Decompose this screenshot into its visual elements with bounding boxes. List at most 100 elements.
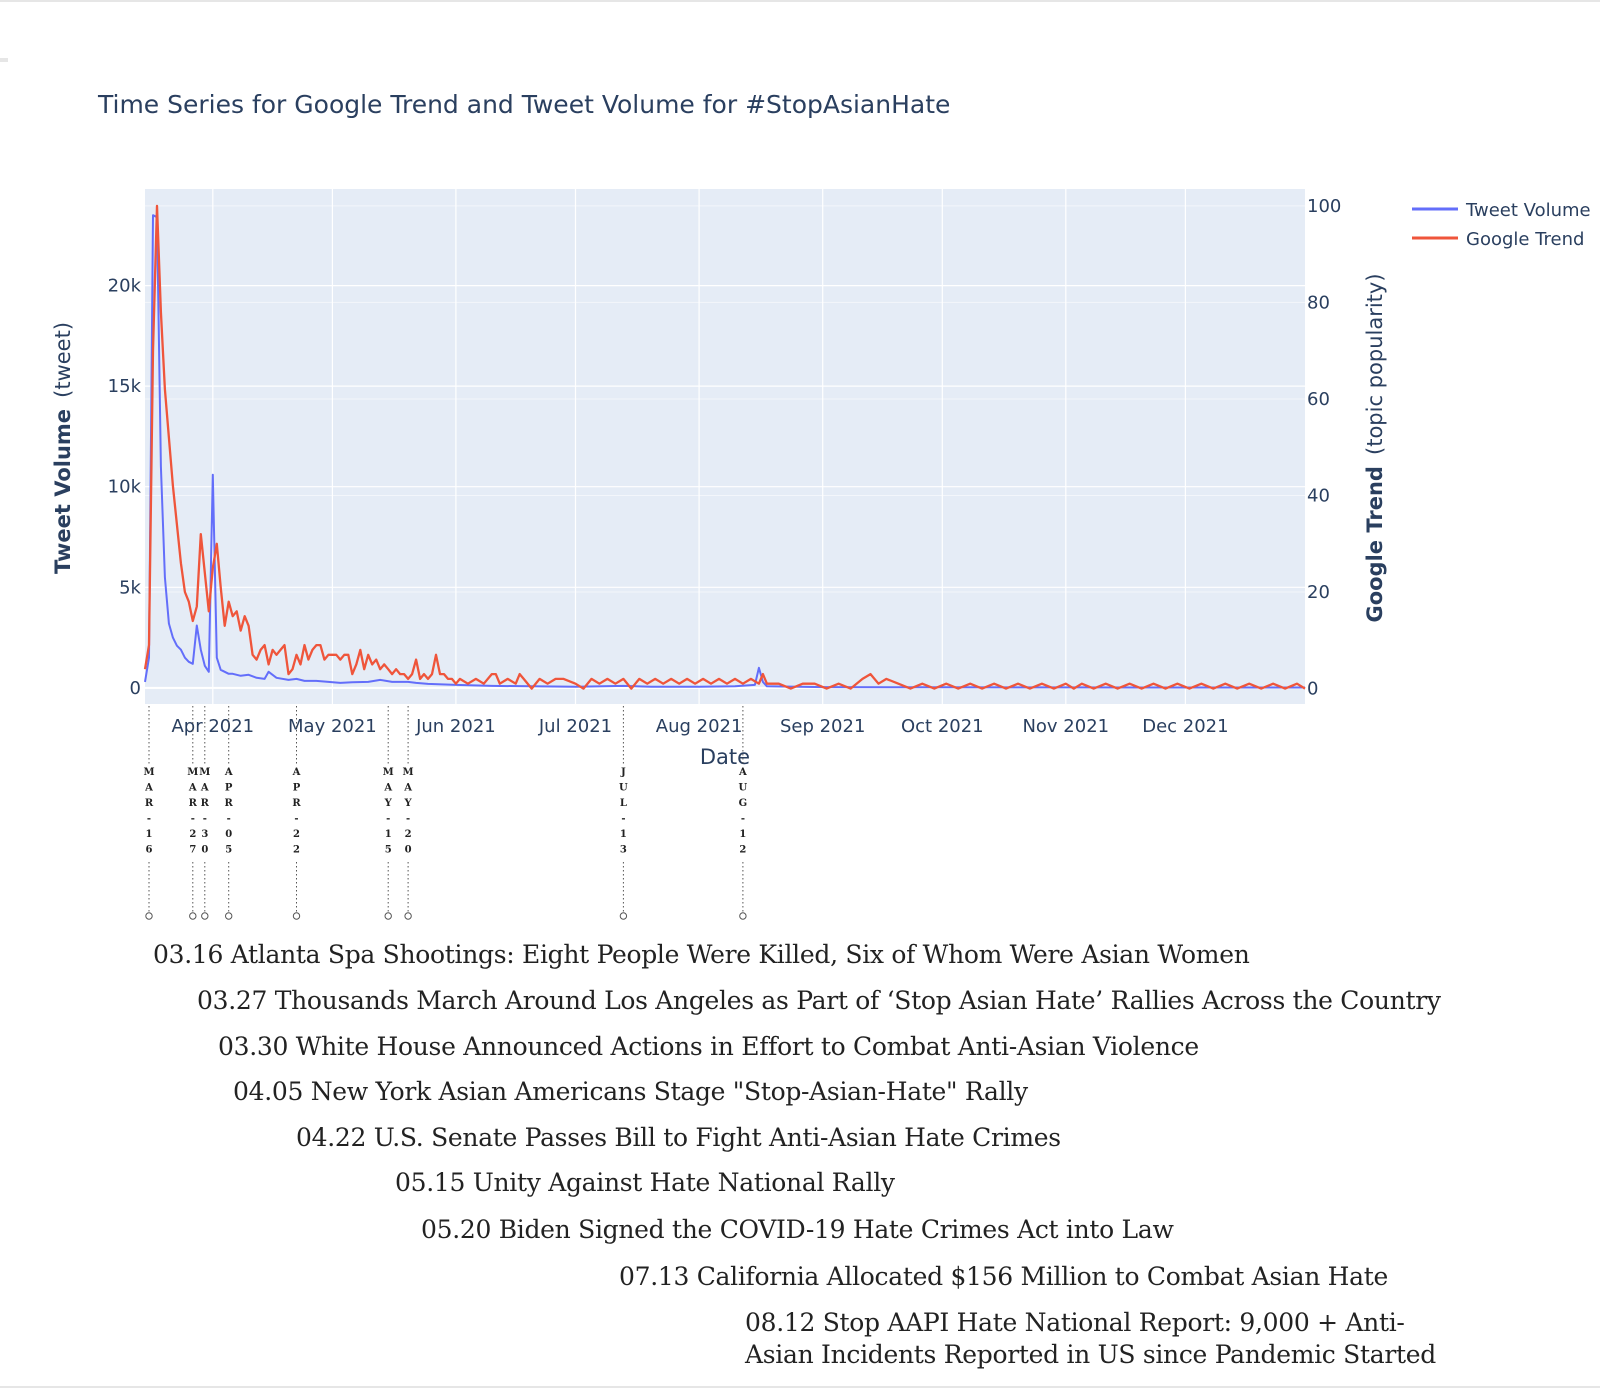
event-marker-letter: J <box>620 767 626 778</box>
event-marker-mar-16: MAR - 1 6 <box>143 706 155 920</box>
event-marker-letter: 0 <box>201 845 208 856</box>
event-marker-letter: - <box>203 814 207 825</box>
x-tick-label: Jun 2021 <box>415 716 496 737</box>
y-right-ticks: 0 20 40 60 80 100 <box>1307 196 1341 700</box>
event-marker-dot <box>201 912 209 920</box>
event-marker-jul-13: JUL - 1 3 <box>617 706 629 920</box>
event-marker-may-20: MAY - 2 0 <box>402 706 414 920</box>
y-right-axis-title: Google Trend (topic popularity) <box>1363 273 1387 622</box>
event-marker-letter: - <box>406 814 410 825</box>
event-marker-letter: - <box>227 814 231 825</box>
grid <box>145 189 1305 704</box>
event-marker-dot <box>189 912 197 920</box>
y-left-tick-label: 20k <box>108 276 142 297</box>
y-right-title-unit: (topic popularity) <box>1363 273 1387 455</box>
series-line-tweet-volume <box>144 214 1305 689</box>
y-right-tick-label: 100 <box>1307 196 1341 217</box>
event-marker-letter: A <box>188 783 197 794</box>
x-tick-label: Apr 2021 <box>171 716 254 737</box>
y-left-tick-label: 10k <box>108 477 142 498</box>
y-right-title-main: Google Trend <box>1363 466 1387 622</box>
event-marker-label-bg <box>143 765 155 860</box>
event-marker-letter: A <box>200 783 209 794</box>
event-marker-letter: 5 <box>385 845 392 856</box>
event-marker-letter: M <box>199 767 210 778</box>
event-marker-apr-05: APR - 0 5 <box>223 706 235 920</box>
y-right-tick-label: 60 <box>1307 389 1330 410</box>
event-marker-letter: 1 <box>146 829 153 840</box>
event-marker-letter: R <box>201 798 210 809</box>
event-marker-letter: 3 <box>620 845 627 856</box>
event-marker-letter: U <box>739 783 748 794</box>
legend-label-tweet-volume: Tweet Volume <box>1465 200 1591 221</box>
event-marker-letter: - <box>294 814 298 825</box>
event-marker-label-bg <box>223 765 235 860</box>
event-marker-dot <box>225 912 233 920</box>
event-marker-letter: M <box>403 767 414 778</box>
event-marker-letter: 5 <box>225 845 232 856</box>
event-markers: MAR-16MAR-27MAR-30APR-05APR-22MAY-15MAY-… <box>143 706 749 920</box>
event-marker-letter: Y <box>384 798 393 809</box>
legend[interactable]: Tweet Volume Google Trend <box>1412 200 1591 250</box>
event-marker-label-bg <box>402 765 414 860</box>
event-marker-letter: G <box>739 798 748 809</box>
y-left-title-unit: (tweet) <box>51 322 75 398</box>
event-marker-letter: 2 <box>405 829 412 840</box>
event-marker-letter: M <box>187 767 198 778</box>
event-marker-letter: - <box>191 814 195 825</box>
event-marker-letter: 2 <box>189 829 196 840</box>
event-marker-aug-12: AUG - 1 2 <box>737 706 749 920</box>
y-left-tick-label: 0 <box>130 678 141 699</box>
event-marker-mar-27: MAR - 2 7 <box>187 706 199 920</box>
event-marker-letter: - <box>147 814 151 825</box>
event-marker-letter: - <box>621 814 625 825</box>
event-marker-letter: 1 <box>385 829 392 840</box>
event-marker-letter: R <box>292 798 301 809</box>
x-tick-label: Aug 2021 <box>656 716 743 737</box>
event-marker-letter: A <box>144 783 153 794</box>
event-marker-letter: R <box>189 798 198 809</box>
event-marker-letter: R <box>225 798 234 809</box>
event-marker-letter: U <box>619 783 628 794</box>
event-marker-dot <box>619 912 628 920</box>
event-marker-label-bg <box>291 765 302 860</box>
event-marker-may-15: MAY - 1 5 <box>382 706 394 920</box>
event-marker-label-bg <box>187 765 199 860</box>
event-marker-letter: 1 <box>739 829 746 840</box>
event-marker-dot <box>739 912 747 920</box>
y-right-tick-label: 0 <box>1307 679 1318 700</box>
top-border <box>0 0 1600 2</box>
event-marker-letter: A <box>738 767 747 778</box>
series-line-google-trend <box>143 204 1306 690</box>
event-marker-letter: 2 <box>293 829 300 840</box>
event-marker-dot <box>145 912 153 920</box>
event-marker-dot <box>384 912 392 920</box>
y-left-ticks: 0 5k 10k 15k 20k <box>108 276 142 699</box>
left-tab-mark <box>0 58 8 62</box>
event-marker-letter: 2 <box>739 845 746 856</box>
event-marker-letter: A <box>292 767 301 778</box>
event-marker-label-bg <box>199 765 211 860</box>
event-marker-letter: A <box>403 783 412 794</box>
x-tick-label: May 2021 <box>288 716 377 737</box>
event-marker-letter: A <box>224 767 233 778</box>
chart-title: Time Series for Google Trend and Tweet V… <box>97 90 950 119</box>
event-marker-label-bg <box>617 765 629 860</box>
event-marker-letter: P <box>225 783 233 794</box>
event-marker-label-bg <box>382 765 394 860</box>
event-marker-letter: L <box>620 798 627 809</box>
event-marker-letter: 0 <box>405 845 412 856</box>
y-left-title-main: Tweet Volume <box>51 409 75 574</box>
series-lines <box>143 204 1306 690</box>
y-left-tick-label: 15k <box>108 376 142 397</box>
y-right-tick-label: 80 <box>1307 292 1330 313</box>
event-marker-letter: A <box>383 783 392 794</box>
event-marker-letter: - <box>386 814 390 825</box>
event-marker-letter: M <box>383 767 394 778</box>
event-marker-apr-22: APR - 2 2 <box>291 706 302 920</box>
event-marker-letter: 1 <box>620 829 627 840</box>
event-marker-letter: Y <box>404 798 413 809</box>
event-marker-letter: P <box>293 783 301 794</box>
x-tick-label: Nov 2021 <box>1022 716 1109 737</box>
